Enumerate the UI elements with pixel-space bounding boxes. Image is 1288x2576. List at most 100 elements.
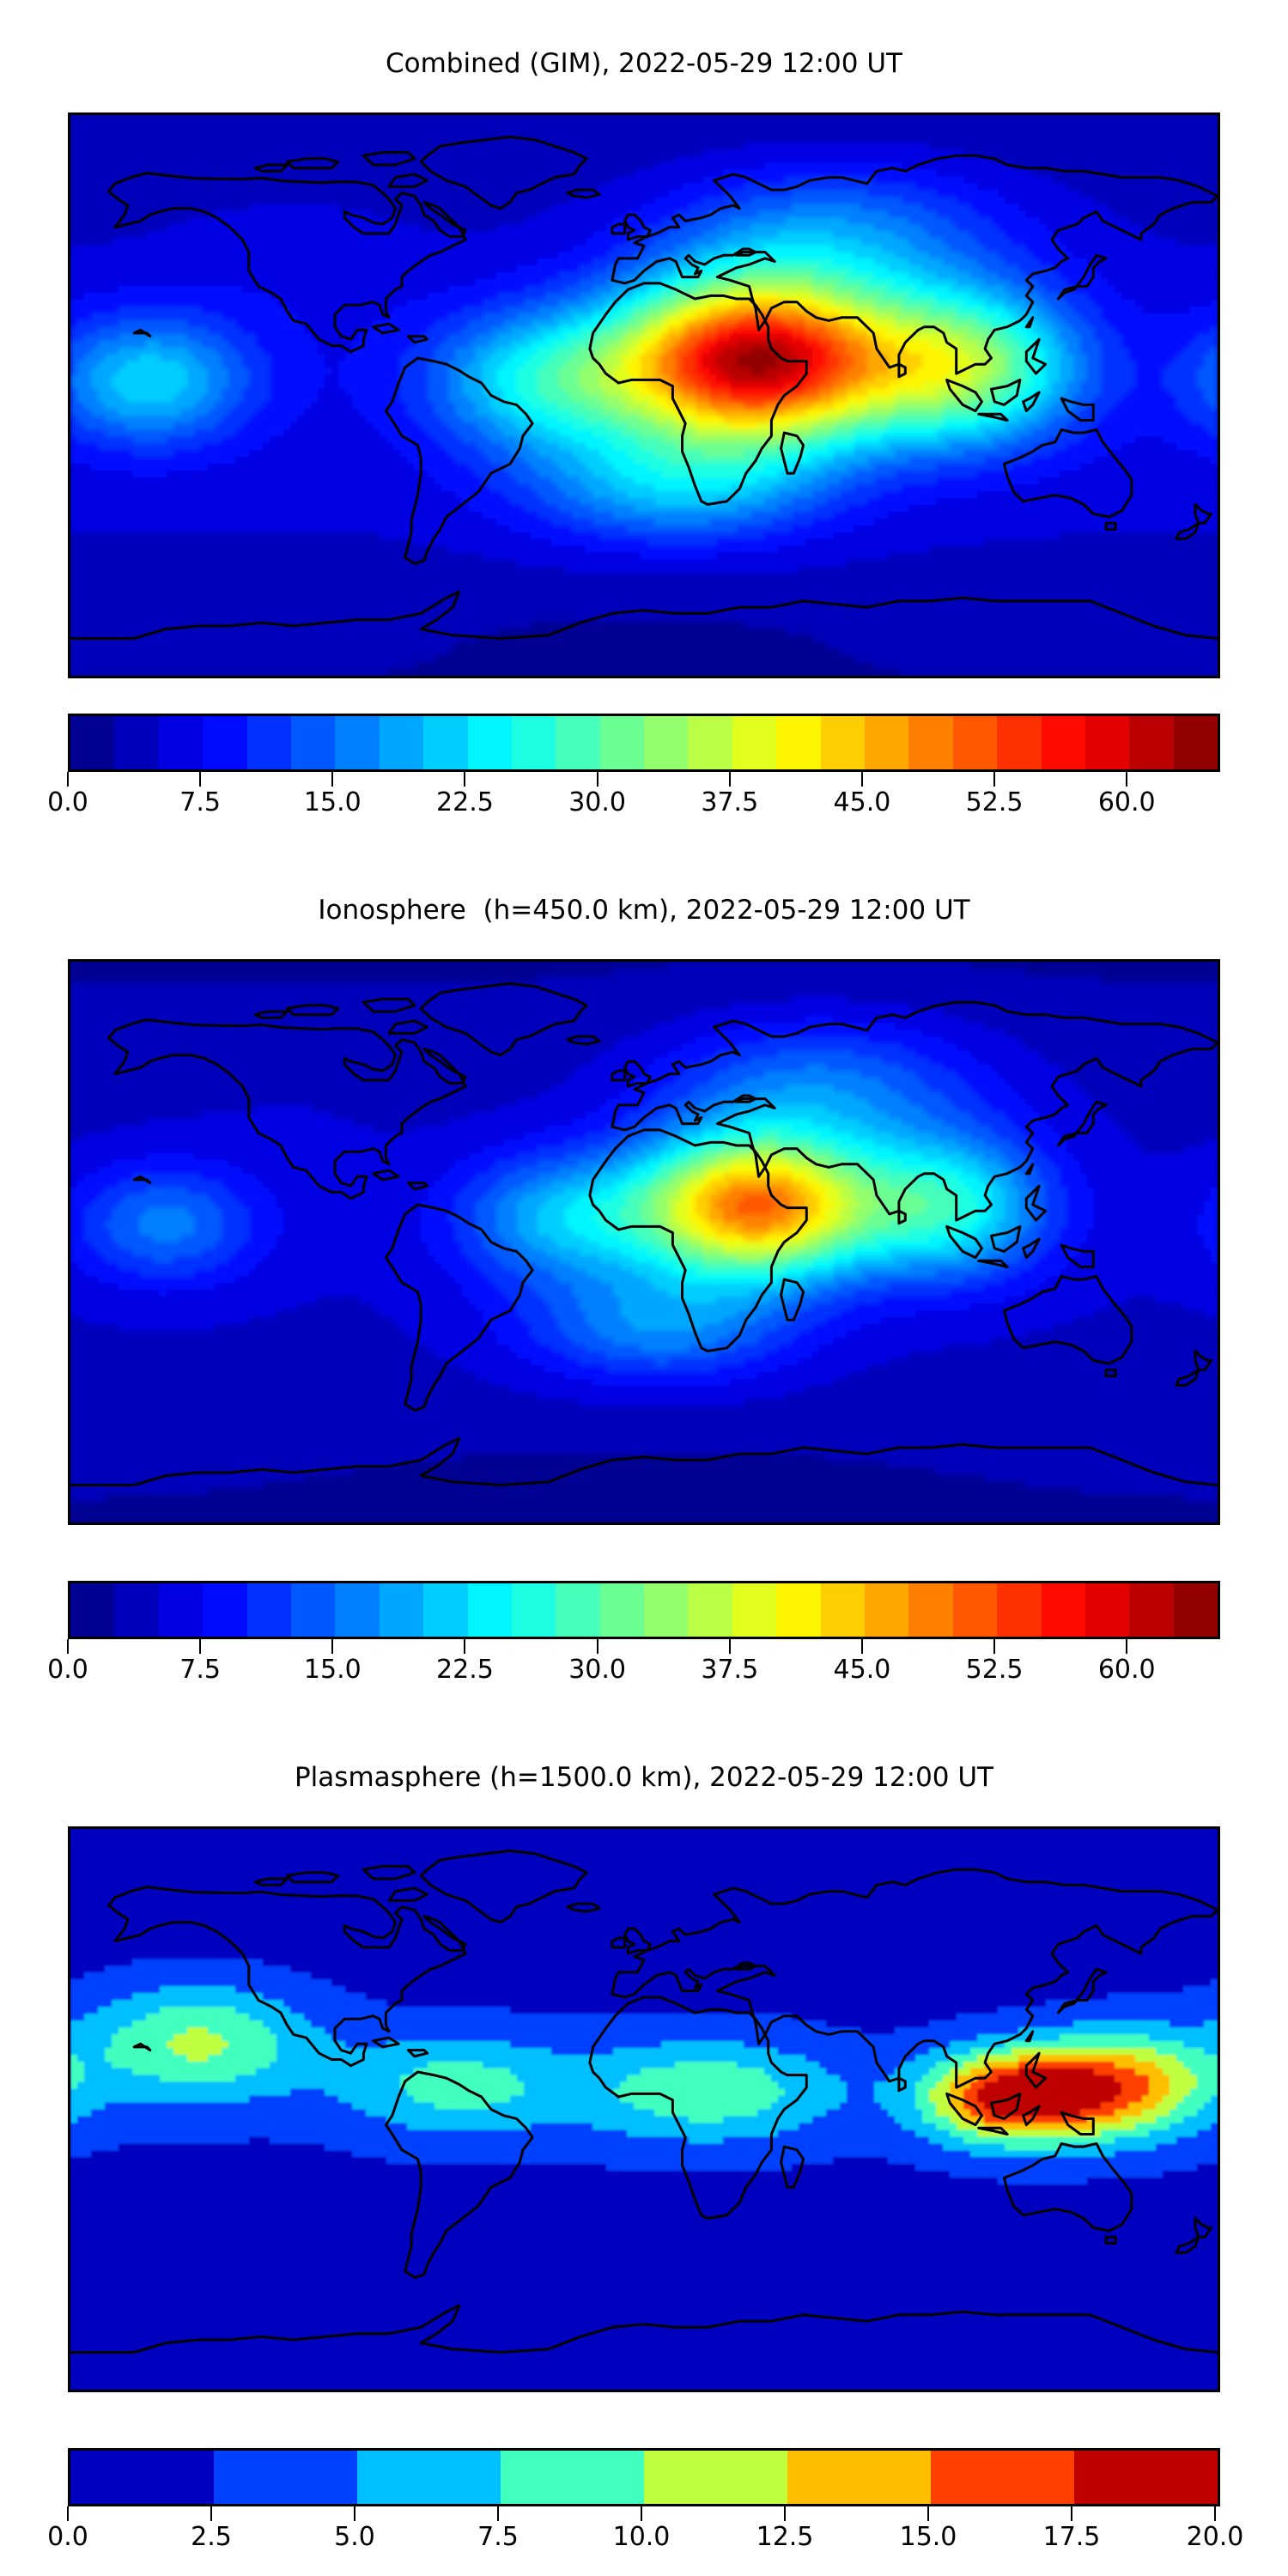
colorbar-segment bbox=[1041, 716, 1085, 769]
colorbar-segment bbox=[952, 716, 998, 769]
colorbar-tick-label: 45.0 bbox=[834, 1655, 891, 1685]
map-plasmasphere-canvas bbox=[70, 1829, 1218, 2390]
map-ionosphere-canvas bbox=[70, 962, 1218, 1522]
colorbar-segment bbox=[379, 1583, 424, 1637]
colorbar-tick-label: 7.5 bbox=[179, 1655, 221, 1685]
colorbar-tick bbox=[1214, 2506, 1216, 2521]
colorbar-tick-label: 10.0 bbox=[613, 2522, 671, 2552]
colorbar-tick-label: 22.5 bbox=[436, 787, 494, 817]
colorbar-combined-labels: 0.0 7.5 15.0 22.5 30.0 37.5 45.0 52.5 60.0 bbox=[47, 787, 1218, 822]
colorbar-segment bbox=[511, 1583, 556, 1637]
colorbar-tick-label: 37.5 bbox=[701, 1655, 758, 1685]
colorbar-tick bbox=[927, 2506, 929, 2521]
colorbar-tick-label: 15.0 bbox=[900, 2522, 957, 2552]
colorbar-tick bbox=[331, 1639, 334, 1654]
colorbar-tick bbox=[67, 2506, 69, 2521]
panel-combined-title: Combined (GIM), 2022-05-29 12:00 UT bbox=[0, 48, 1288, 79]
colorbar-segment bbox=[357, 2451, 501, 2504]
colorbar-tick bbox=[331, 772, 334, 787]
coastlines bbox=[70, 981, 1218, 1486]
colorbar-segment bbox=[290, 716, 336, 769]
colorbar-segment bbox=[732, 716, 777, 769]
colorbar-tick-label: 2.5 bbox=[191, 2522, 232, 2552]
colorbar-segment bbox=[1173, 716, 1218, 769]
colorbar-segment bbox=[335, 1583, 380, 1637]
colorbar-tick bbox=[67, 772, 69, 787]
colorbar-segment bbox=[1041, 1583, 1085, 1637]
colorbar-segment bbox=[114, 1583, 159, 1637]
colorbar-tick bbox=[993, 772, 996, 787]
colorbar-segment bbox=[214, 2451, 357, 2504]
colorbar-segment bbox=[688, 1583, 732, 1637]
colorbar-tick-label: 5.0 bbox=[334, 2522, 375, 2552]
colorbar-segment bbox=[1129, 1583, 1174, 1637]
colorbar-tick bbox=[596, 772, 598, 787]
colorbar-tick bbox=[993, 1639, 996, 1654]
colorbar-segment bbox=[1173, 1583, 1218, 1637]
colorbar-tick bbox=[210, 2506, 212, 2521]
colorbar-segment bbox=[246, 1583, 291, 1637]
colorbar-tick-label: 0.0 bbox=[47, 787, 88, 817]
colorbar-tick bbox=[497, 2506, 499, 2521]
colorbar-segment bbox=[644, 716, 689, 769]
colorbar-tick-label: 15.0 bbox=[304, 1655, 361, 1685]
map-combined bbox=[68, 112, 1220, 678]
coastlines bbox=[70, 1849, 1218, 2354]
colorbar-ionosphere-ticks bbox=[65, 1639, 1218, 1655]
colorbar-segment bbox=[1129, 716, 1174, 769]
colorbar-segment bbox=[1084, 1583, 1130, 1637]
colorbar-plasmasphere: 0.0 2.5 5.0 7.5 10.0 12.5 15.0 17.5 20.0 bbox=[47, 2448, 1243, 2556]
map-ionosphere bbox=[68, 959, 1220, 1525]
colorbar-tick bbox=[860, 1639, 863, 1654]
colorbar-segment bbox=[423, 1583, 468, 1637]
colorbar-tick-label: 52.5 bbox=[966, 1655, 1024, 1685]
colorbar-segment bbox=[688, 716, 732, 769]
colorbar-ionosphere-bar bbox=[68, 1581, 1220, 1639]
colorbar-segment bbox=[908, 1583, 953, 1637]
colorbar-segment bbox=[203, 716, 247, 769]
colorbar-segment bbox=[379, 716, 424, 769]
colorbar-combined: 0.0 7.5 15.0 22.5 30.0 37.5 45.0 52.5 60.0 bbox=[47, 714, 1220, 822]
colorbar-segment bbox=[290, 1583, 336, 1637]
colorbar-segment bbox=[644, 2451, 787, 2504]
map-plasmasphere bbox=[68, 1826, 1220, 2392]
colorbar-tick-label: 30.0 bbox=[568, 787, 626, 817]
colorbar-tick bbox=[199, 1639, 202, 1654]
colorbar-segment bbox=[820, 716, 866, 769]
colorbar-tick bbox=[464, 1639, 466, 1654]
colorbar-segment bbox=[556, 716, 600, 769]
colorbar-segment bbox=[467, 716, 512, 769]
colorbar-segment bbox=[599, 716, 645, 769]
colorbar-tick bbox=[860, 772, 863, 787]
colorbar-tick-label: 37.5 bbox=[701, 787, 758, 817]
colorbar-tick bbox=[641, 2506, 642, 2521]
colorbar-tick bbox=[1071, 2506, 1072, 2521]
colorbar-combined-ticks bbox=[65, 772, 1218, 787]
colorbar-segment bbox=[467, 1583, 512, 1637]
map-combined-canvas bbox=[70, 115, 1218, 676]
colorbar-segment bbox=[1074, 2451, 1218, 2504]
colorbar-tick-label: 12.5 bbox=[756, 2522, 814, 2552]
colorbar-segment bbox=[908, 716, 953, 769]
colorbar-ionosphere-labels: 0.0 7.5 15.0 22.5 30.0 37.5 45.0 52.5 60.0 bbox=[47, 1655, 1218, 1689]
panel-ionosphere-title: Ionosphere (h=450.0 km), 2022-05-29 12:0… bbox=[0, 895, 1288, 926]
colorbar-tick-label: 17.5 bbox=[1043, 2522, 1101, 2552]
colorbar-tick-label: 7.5 bbox=[477, 2522, 519, 2552]
colorbar-segment bbox=[952, 1583, 998, 1637]
colorbar-segment bbox=[70, 716, 115, 769]
colorbar-segment bbox=[599, 1583, 645, 1637]
colorbar-tick-label: 30.0 bbox=[568, 1655, 626, 1685]
colorbar-tick-label: 45.0 bbox=[834, 787, 891, 817]
colorbar-combined-bar bbox=[68, 714, 1220, 772]
colorbar-segment bbox=[246, 716, 291, 769]
colorbar-plasmasphere-bar bbox=[68, 2448, 1220, 2506]
colorbar-tick-label: 52.5 bbox=[966, 787, 1024, 817]
colorbar-tick-label: 20.0 bbox=[1187, 2522, 1244, 2552]
colorbar-tick bbox=[1126, 772, 1128, 787]
colorbar-segment bbox=[511, 716, 556, 769]
colorbar-segment bbox=[501, 2451, 644, 2504]
colorbar-plasmasphere-ticks bbox=[65, 2506, 1218, 2522]
colorbar-tick-label: 60.0 bbox=[1098, 787, 1156, 817]
colorbar-segment bbox=[931, 2451, 1074, 2504]
